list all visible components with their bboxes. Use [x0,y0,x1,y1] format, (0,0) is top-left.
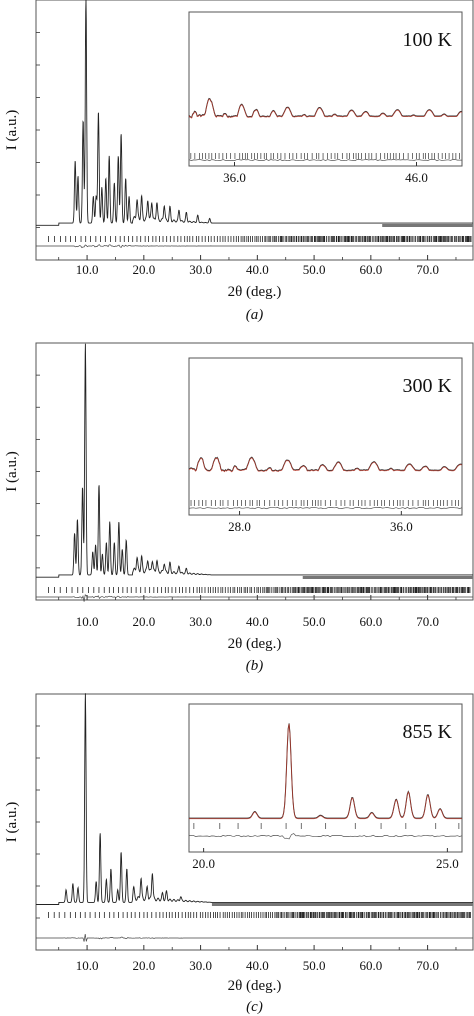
panel-b-inset-reflection-ticks [190,500,459,506]
panel-b-x-tick-label: 20.0 [132,614,155,629]
panel-a-inset-calculated-profile [188,98,463,119]
panel-b-inset-frame [188,357,463,516]
panel-b-background-band [302,576,473,579]
panel-a-y-axis-label: I (a.u.) [4,110,20,150]
panel-c-inset-difference-curve [188,833,463,840]
panel-a-inset-x-tick-label: 46.0 [405,170,428,185]
panel-a-background-band [382,224,473,227]
panel-a-x-tick-label: 50.0 [303,262,326,277]
panel-c-x-tick-label: 40.0 [246,958,269,973]
panel-c-observed-profile [36,693,473,905]
panel-c-panel-label: (c) [246,999,263,1015]
panel-a-x-axis-label: 2θ (deg.) [228,284,282,300]
panel-b-x-tick-label: 60.0 [359,614,382,629]
panel-a-inset-frame [188,11,463,167]
panel-b-observed-profile [36,343,473,578]
panel-c-inset-observed-profile [189,723,462,819]
panel-b-x-tick-label: 40.0 [246,614,269,629]
panel-b-difference-curve [36,594,473,602]
panel-a-reflection-ticks [48,236,472,242]
panel-a-observed-profile [36,0,473,226]
panel-a-inset-reflection-ticks [190,153,460,159]
panel-a-x-tick-label: 70.0 [416,262,439,277]
panel-c-x-tick-label: 70.0 [416,958,439,973]
panel-c-x-tick-label: 50.0 [303,958,326,973]
panel-a-x-tick-label: 60.0 [359,262,382,277]
panel-a-inset-observed-profile [188,97,463,119]
panel-c-difference-curve [36,933,473,942]
panel-c-reflection-ticks [48,912,471,918]
panel-b-panel-label: (b) [246,658,264,674]
panel-a-inset-difference-curve [188,158,462,162]
panel-b-inset-x-tick-label: 28.0 [228,519,251,534]
panel-c-x-tick-label: 10.0 [76,958,99,973]
panel-a-x-tick-label: 30.0 [189,262,212,277]
panel-b-inset-x-tick-label: 36.0 [390,519,413,534]
panel-b-inset-calculated-profile [188,457,463,473]
panel-b-inset-difference-curve [188,506,463,510]
panel-a-x-tick-label: 20.0 [132,262,155,277]
panel-b-inset-observed-profile [188,456,463,472]
panel-b-y-axis-label: I (a.u.) [4,451,20,491]
panel-a-difference-curve [36,244,473,249]
panel-b-reflection-ticks [48,587,471,593]
panel-c-inset-reflection-ticks [193,823,460,829]
panel-a-panel-label: (a) [246,307,264,323]
panel-b-x-tick-label: 30.0 [189,614,212,629]
panel-c-background-band [211,903,473,906]
panel-c-y-axis-label: I (a.u.) [4,802,20,842]
panel-c-temperature-label: 855 K [403,721,453,743]
panel-c-inset-x-tick-label: 20.0 [192,856,215,871]
panel-c-inset-calculated-profile [189,723,462,820]
panel-b-temperature-label: 300 K [403,375,453,397]
panel-b-x-axis-label: 2θ (deg.) [228,636,282,652]
panel-c-inset-x-tick-label: 25.0 [436,856,459,871]
panel-c-x-tick-label: 30.0 [189,958,212,973]
panel-b-x-tick-label: 10.0 [76,614,99,629]
panel-b-x-tick-label: 70.0 [416,614,439,629]
panel-c-x-tick-label: 60.0 [359,958,382,973]
panel-a-temperature-label: 100 K [403,29,453,51]
panel-c-x-tick-label: 20.0 [132,958,155,973]
panel-c-x-axis-label: 2θ (deg.) [228,978,282,994]
panel-a-x-tick-label: 40.0 [246,262,269,277]
panel-a-x-tick-label: 10.0 [76,262,99,277]
panel-b-x-tick-label: 50.0 [303,614,326,629]
panel-a-inset-x-tick-label: 36.0 [223,170,246,185]
